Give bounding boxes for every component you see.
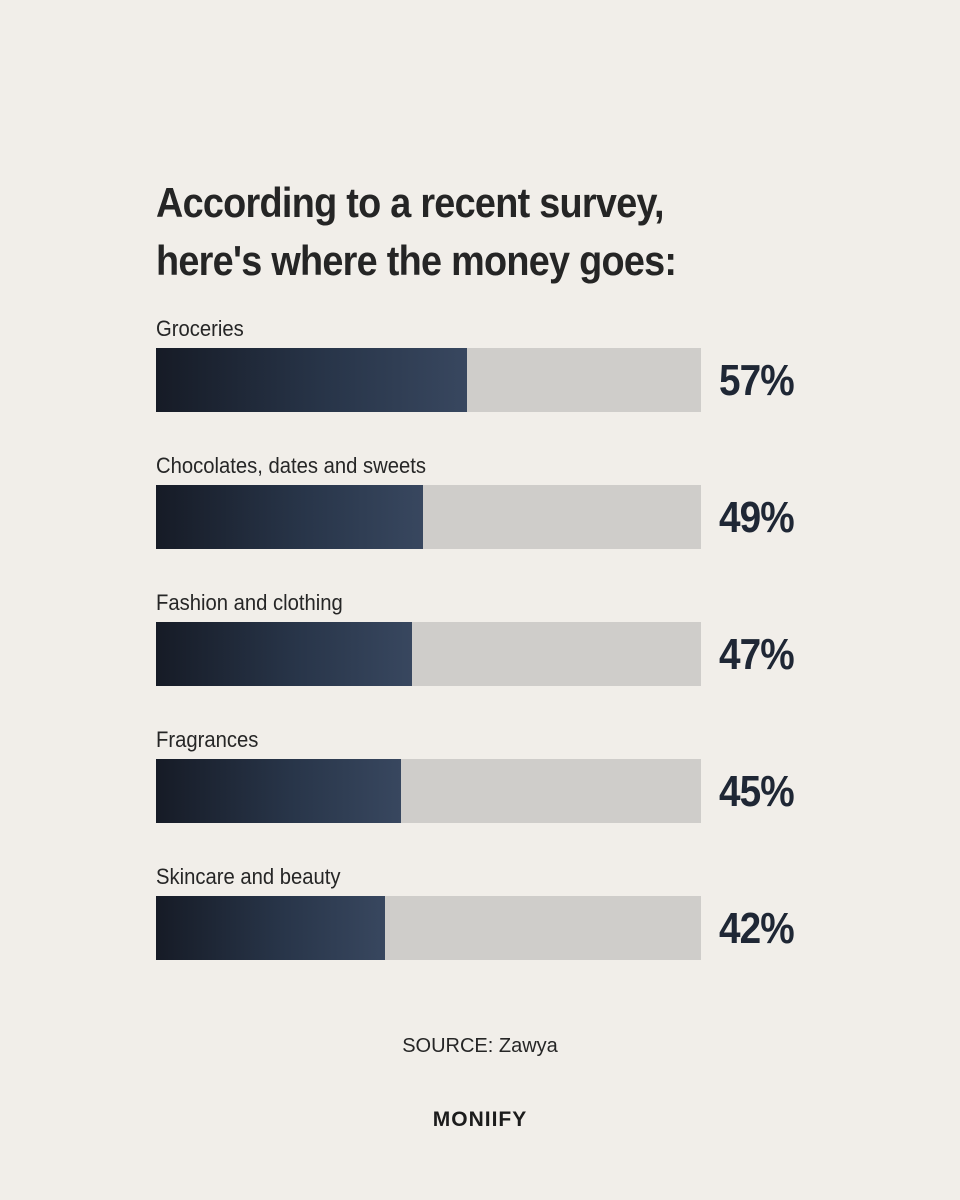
bar-value-label: 49% — [719, 493, 795, 542]
bar-track — [156, 896, 701, 960]
bar-category-label: Groceries — [156, 316, 244, 341]
bar-value-label: 45% — [719, 767, 795, 816]
bar-track — [156, 348, 701, 412]
bar-row: Fashion and clothing 47% — [156, 590, 836, 690]
bar-row: Groceries 57% — [156, 316, 836, 416]
bar-value-label: 57% — [719, 356, 795, 405]
bar-track — [156, 759, 701, 823]
bar-fill — [156, 759, 401, 823]
bar-row: Chocolates, dates and sweets 49% — [156, 453, 836, 553]
bar-category-label: Skincare and beauty — [156, 864, 341, 889]
bar-value-label: 42% — [719, 904, 795, 953]
brand-logo: MONIIFY — [432, 1108, 528, 1131]
source-note: SOURCE: Zawya — [402, 1035, 558, 1057]
bar-category-label: Chocolates, dates and sweets — [156, 453, 427, 478]
bar-fill — [156, 485, 423, 549]
chart-title: According to a recent survey, here's whe… — [156, 174, 750, 290]
bar-fill — [156, 622, 412, 686]
bar-row: Fragrances 45% — [156, 727, 836, 827]
bar-row: Skincare and beauty 42% — [156, 864, 836, 964]
bar-track — [156, 622, 701, 686]
bar-value-label: 47% — [719, 630, 795, 679]
bar-track — [156, 485, 701, 549]
bar-category-label: Fashion and clothing — [156, 590, 343, 615]
bar-category-label: Fragrances — [156, 727, 259, 752]
title-line-2: here's where the money goes: — [156, 237, 677, 284]
bar-fill — [156, 896, 385, 960]
bar-fill — [156, 348, 467, 412]
title-line-1: According to a recent survey, — [156, 179, 665, 226]
